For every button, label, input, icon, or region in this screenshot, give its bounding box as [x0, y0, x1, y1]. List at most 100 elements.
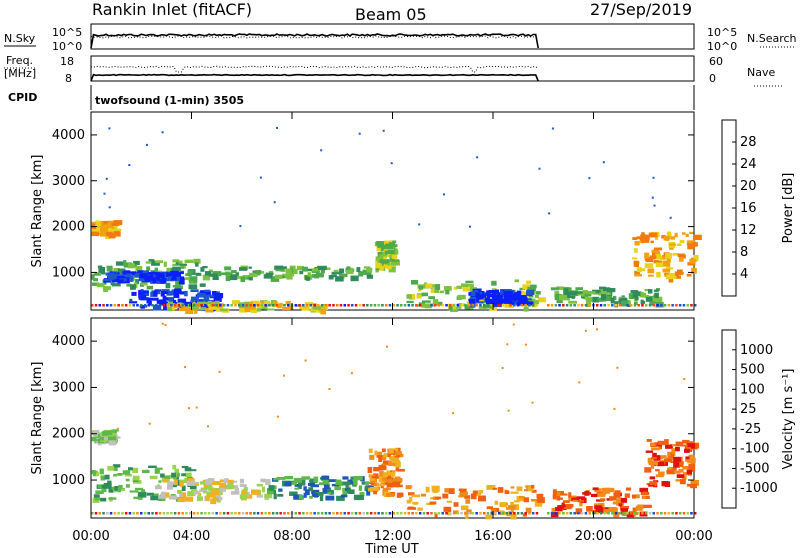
scatter-cell [411, 502, 419, 505]
near-range-echo [373, 304, 377, 307]
scatter-cell [421, 292, 428, 297]
near-range-echo [268, 304, 271, 307]
y-axis-title: Slant Range [km] [30, 362, 45, 475]
scatter-cell [204, 289, 211, 292]
near-range-echo [124, 304, 128, 307]
scatter-cell [527, 486, 534, 492]
scatter-cell [632, 494, 636, 499]
scatter-cell [196, 496, 203, 501]
sparse-echo [616, 366, 619, 369]
scatter-cell [179, 481, 184, 487]
scatter-cell [112, 464, 121, 468]
scatter-cell [175, 273, 182, 277]
scatter-cell [478, 301, 484, 304]
scatter-cell [128, 263, 135, 269]
scatter-cell [137, 270, 143, 273]
near-range-echo [268, 512, 271, 515]
scatter-cell [654, 292, 659, 299]
scatter-cell [275, 269, 284, 272]
scatter-cell [301, 306, 310, 311]
scatter-cell [535, 291, 541, 295]
scatter-cell [425, 486, 430, 493]
nsearch-label: N.Search [747, 32, 797, 45]
scatter-cell [568, 492, 572, 498]
scatter-cell [172, 274, 176, 278]
scatter-cell [244, 307, 251, 313]
near-range-echo [128, 304, 132, 307]
near-range-echo [381, 304, 384, 307]
scatter-cell [374, 450, 378, 456]
near-range-echo [430, 304, 433, 307]
scatter-cell [676, 243, 682, 246]
scatter-cell [396, 484, 403, 488]
scatter-cell [614, 490, 621, 494]
scatter-cell [620, 505, 629, 509]
scatter-cell [91, 231, 99, 237]
scatter-cell [662, 260, 671, 267]
scatter-cell [265, 272, 274, 275]
near-range-echo [366, 512, 369, 515]
near-range-echo [562, 304, 565, 307]
scatter-cell [510, 486, 515, 489]
scatter-cell [339, 268, 344, 274]
scatter-cell [336, 495, 345, 501]
scatter-cell [640, 299, 644, 305]
freq-tick-top: 18 [60, 55, 74, 68]
near-range-echo [166, 304, 169, 307]
scatter-cell [289, 268, 298, 274]
scatter-cell [669, 444, 677, 447]
scatter-cell [160, 473, 165, 478]
scatter-cell [519, 495, 524, 499]
scatter-cell [595, 499, 604, 502]
near-range-echo [452, 512, 456, 515]
near-range-echo [596, 512, 599, 515]
scatter-cell [424, 304, 432, 309]
colorbar-tick-label: 8 [740, 245, 748, 260]
near-range-echo [415, 512, 418, 515]
scatter-cell [185, 472, 192, 477]
scatter-cell [381, 463, 387, 467]
near-range-echo [124, 512, 128, 515]
sparse-echo [469, 225, 471, 228]
near-range-echo [426, 304, 429, 307]
scatter-cell [312, 306, 320, 310]
scatter-cell [260, 478, 266, 483]
scatter-cell [197, 293, 206, 298]
sparse-echo [452, 412, 455, 415]
scatter-cell [142, 469, 150, 474]
near-range-echo [298, 512, 301, 515]
scatter-cell [418, 285, 424, 290]
scatter-cell [383, 453, 388, 457]
scatter-cell [303, 486, 307, 491]
near-range-echo [117, 512, 120, 515]
near-range-echo [351, 304, 354, 307]
scatter-cell [243, 487, 248, 491]
sparse-echo [164, 324, 167, 326]
scatter-cell [571, 295, 575, 299]
scatter-cell [391, 259, 400, 266]
scatter-cell [391, 254, 398, 259]
sparse-echo [276, 126, 278, 129]
near-range-echo [565, 512, 569, 515]
scatter-cell [204, 300, 210, 303]
near-range-echo [98, 512, 101, 515]
scatter-cell [634, 241, 640, 246]
scatter-cell [644, 263, 654, 268]
scatter-cell [198, 298, 204, 302]
near-range-echo [667, 512, 671, 515]
near-range-echo [173, 304, 177, 307]
scatter-cell [203, 483, 213, 489]
near-range-echo [143, 304, 147, 307]
scatter-cell [200, 267, 205, 272]
near-range-echo [678, 512, 682, 515]
near-range-echo [170, 304, 173, 307]
scatter-cell [187, 491, 196, 497]
scatter-cell [117, 487, 122, 493]
scatter-cell [128, 467, 133, 471]
scatter-cell [147, 272, 157, 278]
scatter-cell [592, 296, 599, 303]
near-range-echo [222, 512, 226, 515]
scatter-cell [318, 265, 327, 271]
scatter-cell [679, 239, 685, 244]
scatter-cell [563, 292, 569, 295]
